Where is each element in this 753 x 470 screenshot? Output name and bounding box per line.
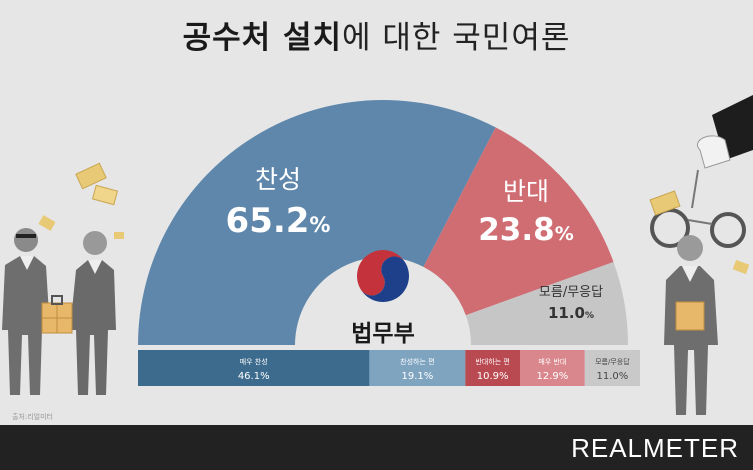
arc-oppose [423, 127, 614, 316]
bar-strong-support [138, 350, 370, 386]
bar-label-unknown: 모름/무응답 [595, 357, 630, 366]
bar-value-mild-oppose: 10.9% [477, 371, 509, 382]
briber-figure-left [2, 228, 50, 395]
arc-value-unknown: 11.0% [548, 304, 594, 322]
bar-mild-oppose [465, 350, 521, 386]
detail-bar: 매우 찬성 46.1% 찬성하는 편 19.1% 반대하는 편 10.9% 매우 반대 12.… [138, 350, 640, 386]
bar-label-strong-oppose: 매우 반대 [538, 357, 566, 366]
bar-label-strong-support: 매우 찬성 [240, 357, 268, 366]
arc-label-support: 찬성 [255, 165, 301, 194]
chart-title: 공수처 설치에 대한 국민여론 [0, 12, 753, 57]
bar-label-mild-support: 찬성하는 편 [400, 357, 434, 366]
handcuff-icon [650, 95, 753, 248]
semicircle-chart [138, 100, 628, 345]
money-icon [649, 190, 750, 275]
gift-box-icon [41, 295, 73, 334]
bar-value-strong-support: 46.1% [238, 371, 270, 382]
money-icon [38, 162, 124, 239]
arc-support [138, 100, 496, 345]
bar-value-unknown: 11.0% [596, 371, 628, 382]
title-light: 에 대한 국민여론 [342, 20, 571, 56]
arc-label-unknown: 모름/무응답 [539, 285, 603, 300]
bar-value-strong-oppose: 12.9% [537, 371, 569, 382]
arrested-figure [664, 235, 718, 415]
arc-label-oppose: 반대 [503, 177, 549, 206]
bar-strong-oppose [520, 350, 585, 386]
bar-unknown [584, 350, 640, 386]
footer-bar [0, 425, 753, 470]
bar-mild-support [369, 350, 466, 386]
arc-unknown [465, 262, 628, 345]
center-label: 법무부 [351, 321, 414, 347]
bar-label-mild-oppose: 반대하는 편 [475, 357, 509, 366]
bar-value-mild-support: 19.1% [401, 371, 433, 382]
title-bold: 공수처 설치 [182, 20, 343, 56]
brand-logo: REALMETER [571, 433, 739, 463]
bribe-receiver-figure [70, 231, 116, 395]
arc-value-oppose: 23.8% [478, 212, 574, 248]
ministry-emblem-icon: 법무부 [351, 250, 415, 347]
source-note: 출처:리얼미터 [12, 413, 53, 421]
